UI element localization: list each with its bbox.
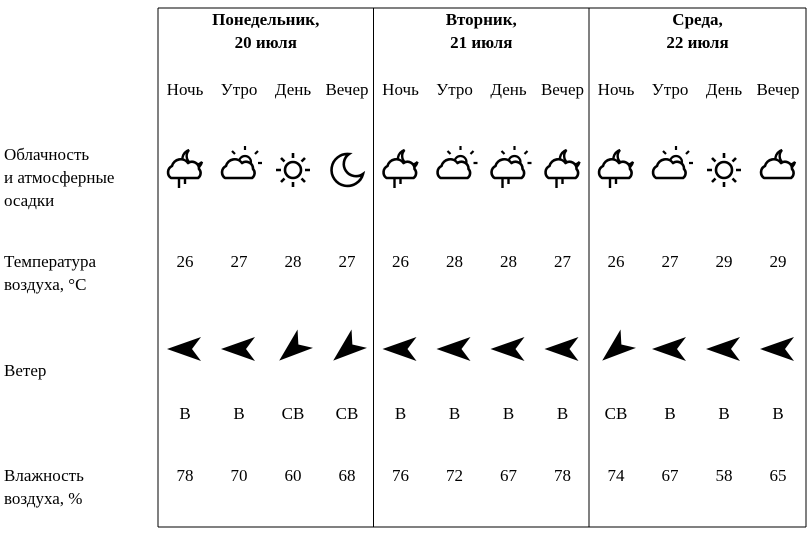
time-of-day: Вечер	[325, 80, 369, 99]
day-name: Среда,	[672, 10, 723, 29]
row-label: воздуха, %	[4, 489, 83, 508]
row-label: Ветер	[4, 361, 47, 380]
temperature: 28	[446, 252, 463, 271]
day-date: 22 июля	[666, 33, 729, 52]
wind-arrow	[760, 337, 794, 361]
row-label: Влажность	[4, 466, 84, 485]
time-of-day: Вечер	[756, 80, 800, 99]
temperature: 29	[715, 252, 733, 271]
weather-icon	[546, 150, 580, 188]
time-of-day: Утро	[651, 80, 689, 99]
time-of-day: День	[274, 80, 312, 99]
wind-direction: В	[448, 404, 461, 423]
weather-icon	[330, 152, 365, 188]
temperature: 26	[607, 252, 625, 271]
wind-arrow	[325, 329, 367, 370]
humidity: 67	[500, 466, 517, 485]
weather-icon	[222, 146, 262, 178]
humidity: 60	[284, 466, 302, 485]
humidity: 78	[176, 466, 194, 485]
weather-icon	[492, 146, 532, 188]
row-label: и атмосферные	[4, 168, 115, 187]
wind-arrow	[706, 337, 740, 361]
weather-icon	[653, 146, 693, 178]
temperature: 27	[230, 252, 248, 271]
day-date: 20 июля	[234, 33, 297, 52]
weather-icon	[274, 151, 312, 189]
time-of-day: Ночь	[166, 80, 204, 99]
wind-arrow	[594, 329, 636, 370]
humidity: 74	[607, 466, 625, 485]
weather-icon	[599, 150, 633, 188]
row-label: воздуха, °C	[4, 275, 87, 294]
weather-icon	[705, 151, 743, 189]
temperature: 26	[176, 252, 194, 271]
day-name: Понедельник,	[212, 10, 320, 29]
wind-arrow	[221, 337, 255, 361]
wind-direction: СВ	[604, 404, 628, 423]
wind-direction: СВ	[281, 404, 305, 423]
row-label: Температура	[4, 252, 97, 271]
wind-arrow	[167, 337, 201, 361]
humidity: 58	[715, 466, 733, 485]
time-of-day: Ночь	[382, 80, 419, 99]
time-of-day: Утро	[436, 80, 473, 99]
time-of-day: Ночь	[597, 80, 635, 99]
temperature: 28	[284, 252, 302, 271]
wind-arrow	[436, 337, 471, 361]
humidity: 65	[769, 466, 787, 485]
humidity: 67	[661, 466, 679, 485]
temperature: 28	[500, 252, 517, 271]
row-label: осадки	[4, 191, 55, 210]
wind-arrow	[382, 337, 417, 361]
wind-direction: В	[772, 404, 784, 423]
wind-arrow	[652, 337, 686, 361]
wind-arrow	[490, 337, 525, 361]
temperature: 27	[554, 252, 571, 271]
day-date: 21 июля	[450, 33, 513, 52]
temperature: 27	[338, 252, 356, 271]
time-of-day: Утро	[220, 80, 258, 99]
temperature: 27	[661, 252, 679, 271]
wind-direction: В	[664, 404, 676, 423]
wind-direction: В	[394, 404, 407, 423]
wind-direction: СВ	[335, 404, 359, 423]
weather-icon	[761, 150, 795, 178]
wind-direction: В	[718, 404, 730, 423]
time-of-day: День	[490, 80, 527, 99]
humidity: 68	[338, 466, 356, 485]
day-name: Вторник,	[445, 10, 517, 29]
temperature: 29	[769, 252, 787, 271]
wind-direction: В	[502, 404, 515, 423]
humidity: 72	[446, 466, 463, 485]
wind-arrow	[544, 337, 579, 361]
time-of-day: День	[705, 80, 743, 99]
row-label: Облачность	[4, 145, 90, 164]
wind-arrow	[271, 329, 313, 370]
wind-direction: В	[179, 404, 191, 423]
temperature: 26	[392, 252, 409, 271]
weather-icon	[168, 150, 202, 188]
humidity: 78	[554, 466, 571, 485]
weather-icon	[438, 146, 478, 178]
humidity: 76	[392, 466, 409, 485]
wind-direction: В	[556, 404, 569, 423]
humidity: 70	[230, 466, 248, 485]
time-of-day: Вечер	[540, 80, 585, 99]
weather-icon	[384, 150, 418, 188]
wind-direction: В	[233, 404, 245, 423]
